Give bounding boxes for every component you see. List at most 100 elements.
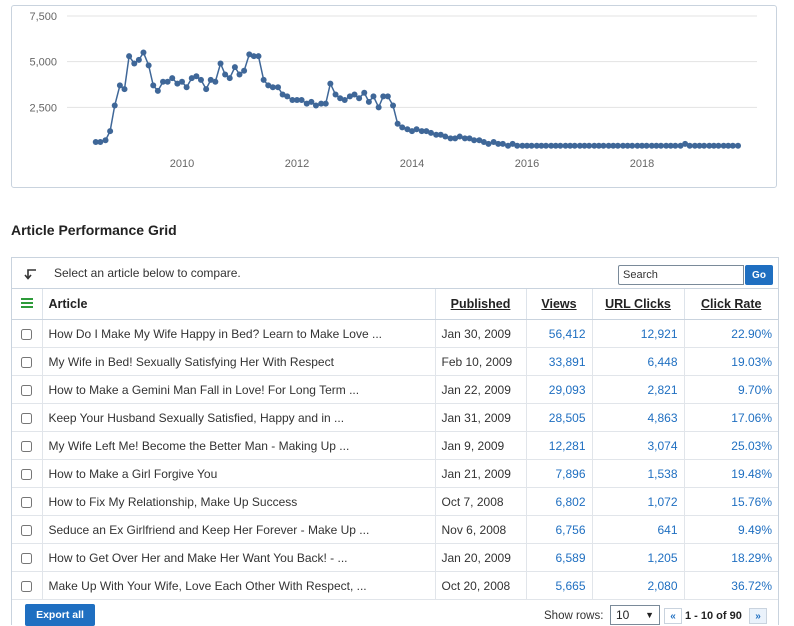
data-point bbox=[370, 93, 377, 100]
published-cell: Jan 22, 2009 bbox=[435, 375, 527, 404]
row-select-cell[interactable] bbox=[12, 319, 43, 348]
row-checkbox[interactable] bbox=[21, 580, 33, 592]
sort-url-clicks[interactable]: URL Clicks bbox=[605, 297, 671, 311]
table-row[interactable]: How to Get Over Her and Make Her Want Yo… bbox=[12, 543, 778, 572]
row-select-cell[interactable] bbox=[12, 431, 43, 460]
data-point bbox=[298, 97, 305, 104]
data-point bbox=[466, 135, 473, 142]
data-point bbox=[456, 133, 463, 140]
data-point bbox=[562, 142, 569, 149]
data-point bbox=[318, 100, 325, 107]
row-select-cell[interactable] bbox=[12, 487, 43, 516]
article-cell[interactable]: Make Up With Your Wife, Love Each Other … bbox=[42, 571, 436, 600]
views-cell: 33,891 bbox=[526, 347, 593, 376]
chevron-down-icon: ▼ bbox=[645, 610, 654, 620]
row-select-cell[interactable] bbox=[12, 515, 43, 544]
sort-click-rate[interactable]: Click Rate bbox=[701, 297, 762, 311]
data-point bbox=[294, 97, 300, 104]
row-select-cell[interactable] bbox=[12, 459, 43, 488]
url-clicks-cell: 641 bbox=[592, 515, 685, 544]
row-checkbox[interactable] bbox=[21, 496, 33, 508]
data-point bbox=[586, 142, 593, 149]
data-point bbox=[365, 98, 372, 105]
data-point bbox=[490, 139, 497, 146]
article-cell[interactable]: My Wife Left Me! Become the Better Man -… bbox=[42, 431, 436, 460]
table-row[interactable]: Seduce an Ex Girlfriend and Keep Her For… bbox=[12, 515, 778, 544]
published-cell: Feb 10, 2009 bbox=[435, 347, 527, 376]
row-checkbox[interactable] bbox=[21, 440, 33, 452]
article-cell[interactable]: How to Fix My Relationship, Make Up Succ… bbox=[42, 487, 436, 516]
data-point bbox=[226, 75, 233, 82]
column-header-article: Article bbox=[42, 289, 436, 320]
x-tick-label: 2012 bbox=[285, 158, 309, 170]
row-checkbox[interactable] bbox=[21, 356, 33, 368]
data-point bbox=[471, 137, 478, 144]
row-checkbox[interactable] bbox=[21, 328, 33, 340]
column-header-views[interactable]: Views bbox=[526, 289, 593, 320]
data-point bbox=[404, 126, 411, 133]
row-select-cell[interactable] bbox=[12, 403, 43, 432]
sort-published[interactable]: Published bbox=[450, 297, 511, 311]
table-row[interactable]: How Do I Make My Wife Happy in Bed? Lear… bbox=[12, 319, 778, 348]
article-cell[interactable]: Seduce an Ex Girlfriend and Keep Her For… bbox=[42, 515, 436, 544]
article-cell[interactable]: How Do I Make My Wife Happy in Bed? Lear… bbox=[42, 319, 436, 348]
row-select-cell[interactable] bbox=[12, 347, 43, 376]
sort-views[interactable]: Views bbox=[541, 297, 577, 311]
table-row[interactable]: How to Fix My Relationship, Make Up Succ… bbox=[12, 487, 778, 516]
row-checkbox[interactable] bbox=[21, 384, 33, 396]
row-select-cell[interactable] bbox=[12, 571, 43, 600]
x-tick-label: 2014 bbox=[400, 158, 424, 170]
column-header-published[interactable]: Published bbox=[435, 289, 527, 320]
table-row[interactable]: My Wife Left Me! Become the Better Man -… bbox=[12, 431, 778, 460]
table-row[interactable]: Make Up With Your Wife, Love Each Other … bbox=[12, 571, 778, 600]
article-cell[interactable]: My Wife in Bed! Sexually Satisfying Her … bbox=[42, 347, 436, 376]
y-tick-label: 2,500 bbox=[29, 102, 57, 114]
data-point bbox=[418, 128, 425, 135]
data-point bbox=[624, 142, 631, 149]
data-point bbox=[725, 142, 732, 149]
grid-toolbar: Select an article below to compare. Go bbox=[12, 258, 778, 289]
data-point bbox=[275, 84, 282, 91]
article-cell[interactable]: How to Make a Gemini Man Fall in Love! F… bbox=[42, 375, 436, 404]
row-checkbox[interactable] bbox=[21, 468, 33, 480]
row-checkbox[interactable] bbox=[21, 552, 33, 564]
views-cell: 28,505 bbox=[526, 403, 593, 432]
table-row[interactable]: How to Make a Girl Forgive You Jan 21, 2… bbox=[12, 459, 778, 488]
rows-per-page-select[interactable]: 10 ▼ bbox=[610, 605, 660, 625]
article-cell[interactable]: How to Make a Girl Forgive You bbox=[42, 459, 436, 488]
column-chooser[interactable] bbox=[12, 289, 43, 320]
published-cell: Oct 7, 2008 bbox=[435, 487, 527, 516]
table-row[interactable]: How to Make a Gemini Man Fall in Love! F… bbox=[12, 375, 778, 404]
article-cell[interactable]: How to Get Over Her and Make Her Want Yo… bbox=[42, 543, 436, 572]
article-cell[interactable]: Keep Your Husband Sexually Satisfied, Ha… bbox=[42, 403, 436, 432]
row-checkbox[interactable] bbox=[21, 524, 33, 536]
data-point bbox=[639, 142, 645, 149]
data-point bbox=[217, 60, 224, 67]
data-point bbox=[193, 73, 200, 80]
row-select-cell[interactable] bbox=[12, 543, 43, 572]
data-point bbox=[164, 78, 171, 85]
row-select-cell[interactable] bbox=[12, 375, 43, 404]
data-point bbox=[327, 80, 334, 87]
click-rate-cell: 17.06% bbox=[684, 403, 778, 432]
views-cell: 12,281 bbox=[526, 431, 593, 460]
url-clicks-cell: 1,072 bbox=[592, 487, 685, 516]
compare-arrow-icon bbox=[24, 267, 38, 285]
export-all-button[interactable]: Export all bbox=[25, 604, 95, 626]
data-point bbox=[552, 142, 559, 149]
data-point bbox=[222, 71, 229, 78]
data-point bbox=[696, 142, 703, 149]
column-header-click-rate[interactable]: Click Rate bbox=[684, 289, 778, 320]
column-header-url-clicks[interactable]: URL Clicks bbox=[592, 289, 685, 320]
column-menu-icon[interactable] bbox=[20, 297, 33, 311]
table-row[interactable]: Keep Your Husband Sexually Satisfied, Ha… bbox=[12, 403, 778, 432]
search-go-button[interactable]: Go bbox=[745, 265, 773, 285]
data-point bbox=[92, 139, 99, 146]
row-checkbox[interactable] bbox=[21, 412, 33, 424]
next-page-button[interactable]: » bbox=[749, 608, 767, 624]
table-row[interactable]: My Wife in Bed! Sexually Satisfying Her … bbox=[12, 347, 778, 376]
data-point bbox=[567, 142, 574, 149]
prev-page-button[interactable]: « bbox=[664, 608, 682, 624]
search-input[interactable] bbox=[618, 265, 744, 285]
click-rate-cell: 36.72% bbox=[684, 571, 778, 600]
